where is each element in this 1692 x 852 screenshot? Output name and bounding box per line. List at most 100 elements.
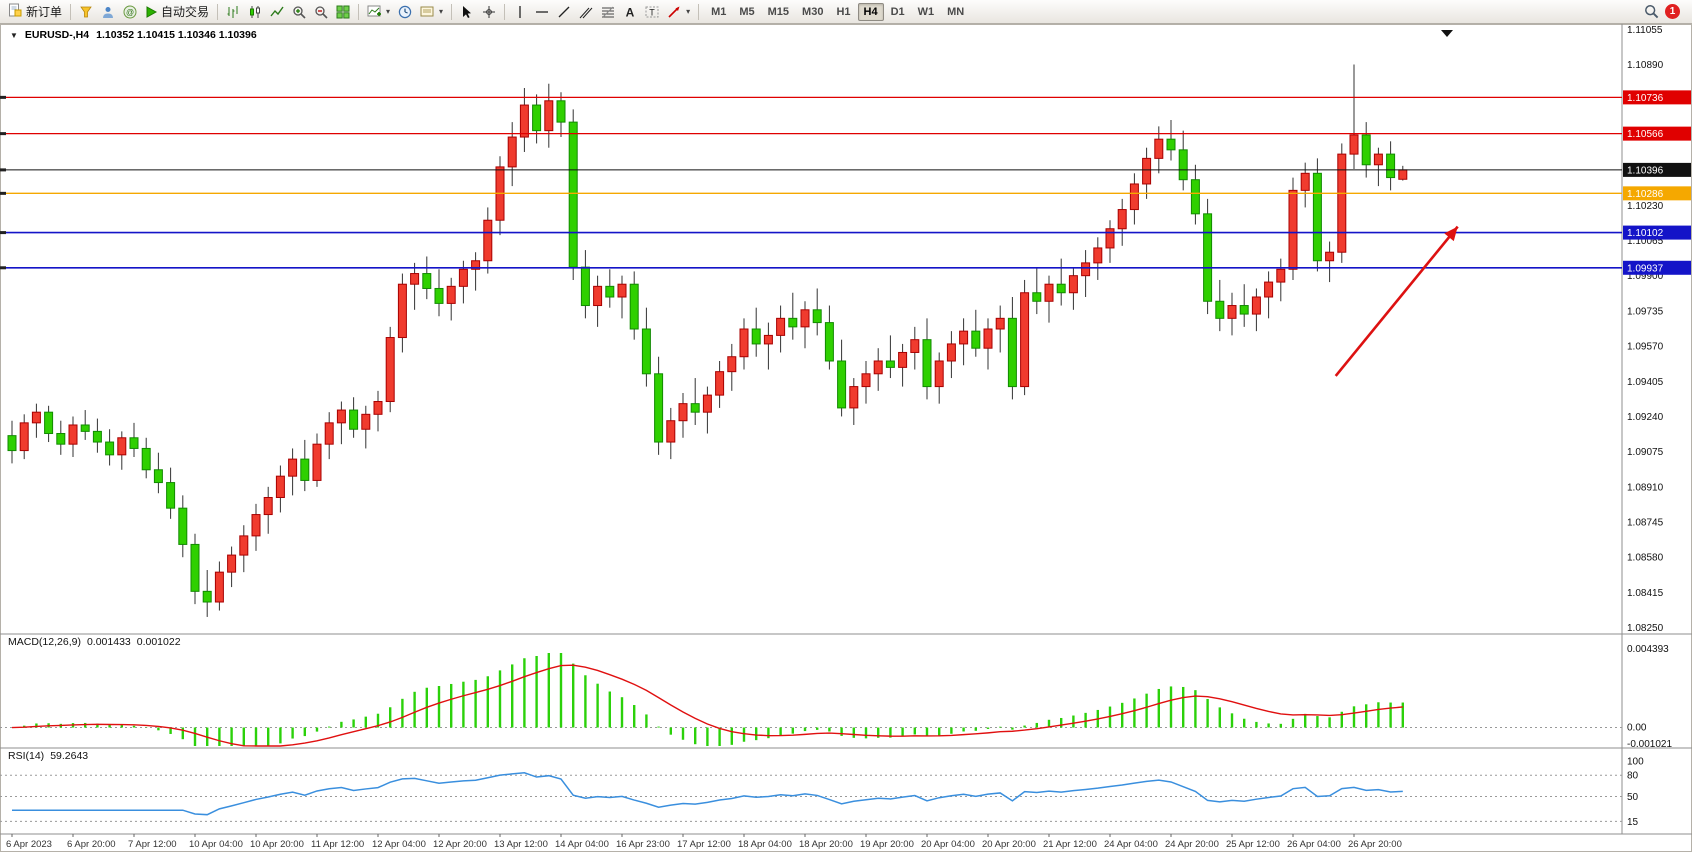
toolbar-separator [698, 3, 700, 20]
dropdown-arrow-icon: ▾ [439, 7, 444, 16]
horizontal-line-tool-button[interactable] [531, 2, 553, 22]
templates-button[interactable]: ▾ [416, 2, 447, 22]
dropdown-arrow-icon: ▾ [686, 7, 691, 16]
equidistant-channel-icon [579, 7, 593, 18]
indicators-button[interactable]: ▾ [363, 2, 394, 22]
timeframe-h4-button[interactable]: H4 [857, 2, 884, 21]
svg-text:14 Apr 04:00: 14 Apr 04:00 [555, 839, 609, 850]
horizontal-line-icon [536, 10, 549, 13]
vertical-line-icon [519, 5, 521, 18]
metaeditor-icon [80, 6, 92, 17]
bar-chart-button[interactable] [222, 2, 244, 22]
svg-text:21 Apr 12:00: 21 Apr 12:00 [1043, 839, 1097, 850]
cursor-button[interactable] [456, 2, 478, 22]
toolbar-separator [504, 3, 506, 20]
svg-text:6 Apr 20:00: 6 Apr 20:00 [67, 839, 116, 850]
mql5-icon: @ [123, 5, 137, 18]
timeframe-m30-button[interactable]: M30 [796, 3, 829, 21]
svg-text:100: 100 [1627, 757, 1644, 768]
toolbar-separator [70, 3, 72, 20]
svg-text:26 Apr 20:00: 26 Apr 20:00 [1348, 839, 1402, 850]
autotrading-play-icon [146, 5, 158, 18]
svg-text:1.10396: 1.10396 [1627, 165, 1664, 176]
zoom-out-icon [315, 5, 328, 19]
svg-text:10 Apr 04:00: 10 Apr 04:00 [189, 839, 243, 850]
candlestick-chart-icon [250, 5, 261, 18]
svg-text:1.11055: 1.11055 [1627, 25, 1663, 36]
zoom-out-button[interactable] [310, 2, 332, 22]
svg-text:25 Apr 12:00: 25 Apr 12:00 [1226, 839, 1280, 850]
text-label-icon: T [645, 6, 659, 17]
svg-text:16 Apr 23:00: 16 Apr 23:00 [616, 839, 670, 850]
svg-text:1.08580: 1.08580 [1627, 553, 1664, 564]
fibonacci-tool-button[interactable] [597, 2, 619, 22]
arrow-objects-icon [668, 6, 680, 18]
notification-badge[interactable]: 1 [1665, 4, 1680, 19]
svg-text:26 Apr 04:00: 26 Apr 04:00 [1287, 839, 1341, 850]
toolbar-separator [217, 3, 219, 20]
svg-text:T: T [649, 7, 655, 17]
zoom-in-button[interactable] [288, 2, 310, 22]
channel-tool-button[interactable] [575, 2, 597, 22]
timeframe-mn-button[interactable]: MN [941, 3, 970, 21]
timeframe-h1-button[interactable]: H1 [830, 3, 856, 21]
svg-text:7 Apr 12:00: 7 Apr 12:00 [128, 839, 177, 850]
svg-text:@: @ [126, 8, 134, 17]
timeframe-m15-button[interactable]: M15 [762, 3, 795, 21]
dropdown-arrow-icon: ▾ [386, 7, 391, 16]
chart-collapse-icon[interactable]: ▼ [10, 30, 18, 40]
svg-text:10 Apr 20:00: 10 Apr 20:00 [250, 839, 304, 850]
svg-text:1.09405: 1.09405 [1627, 377, 1664, 388]
timeframe-m1-button[interactable]: M1 [705, 3, 732, 21]
new-order-icon [8, 3, 22, 20]
new-order-button[interactable]: 新订单 [4, 2, 66, 22]
svg-text:1.08745: 1.08745 [1627, 518, 1664, 529]
vertical-line-tool-button[interactable] [509, 2, 531, 22]
svg-text:1.09735: 1.09735 [1627, 306, 1664, 317]
chart-symbol-period: EURUSD-,H4 [24, 29, 90, 41]
timeframe-d1-button[interactable]: D1 [885, 3, 911, 21]
svg-text:20 Apr 04:00: 20 Apr 04:00 [921, 839, 975, 850]
line-chart-button[interactable] [266, 2, 288, 22]
auto-trading-button[interactable]: 自动交易 [141, 2, 213, 22]
timeframe-group: M1 M5 M15 M30 H1 H4 D1 W1 MN [705, 2, 970, 21]
chart-window: 1.11055 1.10890 1.10230 1.10065 1.09900 1.097… [0, 24, 1692, 852]
svg-text:0.00: 0.00 [1627, 723, 1647, 734]
text-tool-button[interactable]: A [619, 2, 641, 22]
svg-text:17 Apr 12:00: 17 Apr 12:00 [677, 839, 731, 850]
svg-text:-0.001021: -0.001021 [1627, 739, 1672, 750]
svg-text:1.10102: 1.10102 [1627, 228, 1664, 239]
metaeditor-button[interactable] [75, 2, 97, 22]
svg-text:24 Apr 04:00: 24 Apr 04:00 [1104, 839, 1158, 850]
search-icon [1645, 5, 1659, 19]
rsi-name: RSI(14) [8, 750, 45, 762]
period-clock-button[interactable] [394, 2, 416, 22]
trendline-tool-button[interactable] [553, 2, 575, 22]
svg-text:1.09240: 1.09240 [1627, 412, 1664, 423]
templates-icon [420, 6, 434, 16]
tile-windows-button[interactable] [332, 2, 354, 22]
text-label-tool-button[interactable]: T [641, 2, 663, 22]
mql5-button[interactable]: @ [119, 2, 141, 22]
svg-text:13 Apr 12:00: 13 Apr 12:00 [494, 839, 548, 850]
svg-text:0.004393: 0.004393 [1627, 644, 1669, 655]
fibonacci-icon [602, 6, 615, 17]
community-button[interactable] [97, 2, 119, 22]
indicators-icon [367, 5, 382, 16]
svg-text:80: 80 [1627, 771, 1639, 782]
toolbar-separator [358, 3, 360, 20]
timeframe-w1-button[interactable]: W1 [912, 3, 941, 21]
crosshair-button[interactable] [478, 2, 500, 22]
clock-icon [398, 5, 412, 18]
svg-text:12 Apr 04:00: 12 Apr 04:00 [372, 839, 426, 850]
search-button[interactable] [1640, 2, 1663, 22]
svg-text:18 Apr 04:00: 18 Apr 04:00 [738, 839, 792, 850]
timeframe-m5-button[interactable]: M5 [733, 3, 760, 21]
svg-text:19 Apr 20:00: 19 Apr 20:00 [860, 839, 914, 850]
chart-canvas[interactable]: 1.11055 1.10890 1.10230 1.10065 1.09900 1.097… [0, 24, 1692, 852]
arrows-tool-button[interactable]: ▾ [663, 2, 694, 22]
chart-title: ▼ EURUSD-,H4 1.10352 1.10415 1.10346 1.1… [7, 29, 260, 41]
candlestick-chart-button[interactable] [244, 2, 266, 22]
svg-text:1.10230: 1.10230 [1627, 201, 1664, 212]
svg-text:18 Apr 20:00: 18 Apr 20:00 [799, 839, 853, 850]
